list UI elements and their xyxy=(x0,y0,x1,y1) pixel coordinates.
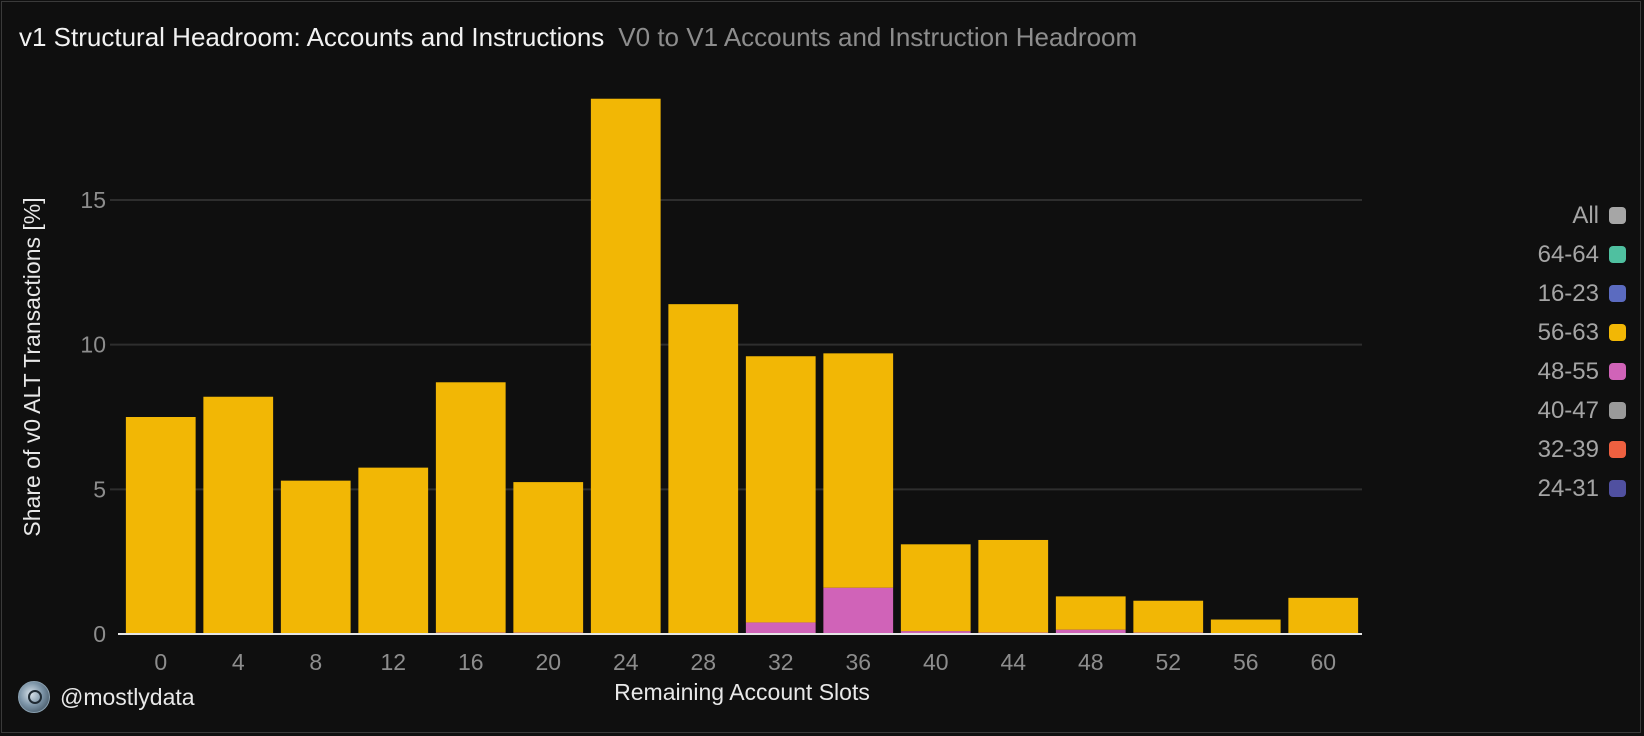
y-tick-label: 10 xyxy=(80,332,106,358)
author-handle: @mostlydata xyxy=(60,683,195,710)
legend-label: 40-47 xyxy=(1537,396,1599,424)
y-tick-label: 15 xyxy=(80,187,106,213)
x-tick-label: 36 xyxy=(845,649,871,675)
x-tick-label: 24 xyxy=(613,649,639,675)
legend-swatch xyxy=(1609,480,1626,497)
bars xyxy=(125,98,1359,634)
bar-56-63-56[interactable] xyxy=(1210,619,1281,634)
legend-item[interactable]: All xyxy=(1572,196,1626,235)
bar-56-63-8[interactable] xyxy=(280,480,351,634)
x-tick-label: 20 xyxy=(535,649,561,675)
attribution: @mostlydata xyxy=(18,681,195,713)
bar-48-55-40[interactable] xyxy=(900,631,971,634)
bar-56-63-44[interactable] xyxy=(978,539,1049,633)
legend-item[interactable]: 16-23 xyxy=(1538,274,1626,313)
x-tick-labels: 0 4 8 12 16 20 24 28 32 36 40 44 48 52 56 60 xyxy=(154,649,1336,675)
x-tick-label: 52 xyxy=(1155,649,1181,675)
legend-swatch xyxy=(1609,363,1626,380)
bar-56-63-36[interactable] xyxy=(823,353,894,588)
legend-label: 32-39 xyxy=(1537,435,1599,463)
y-tick-label: 0 xyxy=(93,621,106,647)
legend: All 64-64 16-23 56-63 48-55 40-47 32-39 24-31 xyxy=(1538,196,1626,508)
y-tick-label: 5 xyxy=(93,476,106,502)
bar-48-55-36[interactable] xyxy=(823,587,894,634)
bar-56-63-16[interactable] xyxy=(435,382,506,633)
bar-56-63-52[interactable] xyxy=(1133,600,1204,633)
legend-label: All xyxy=(1572,201,1599,229)
legend-swatch xyxy=(1609,324,1626,341)
avatar-icon xyxy=(18,681,50,713)
x-tick-label: 12 xyxy=(380,649,406,675)
legend-label: 56-63 xyxy=(1537,318,1599,346)
chart-title: v1 Structural Headroom: Accounts and Ins… xyxy=(19,22,605,52)
x-tick-label: 8 xyxy=(309,649,322,675)
x-tick-label: 4 xyxy=(232,649,245,675)
y-axis-label: Share of v0 ALT Transactions [%] xyxy=(19,197,45,536)
x-tick-label: 40 xyxy=(923,649,949,675)
bar-48-55-32[interactable] xyxy=(745,622,816,634)
legend-item[interactable]: 40-47 xyxy=(1538,391,1626,430)
bar-56-63-32[interactable] xyxy=(745,356,816,623)
chart-header: v1 Structural Headroom: Accounts and Ins… xyxy=(19,22,1137,53)
bar-56-63-4[interactable] xyxy=(203,396,274,634)
legend-label: 16-23 xyxy=(1537,279,1599,307)
bar-56-63-24[interactable] xyxy=(590,98,661,634)
x-tick-label: 60 xyxy=(1310,649,1336,675)
x-tick-label: 16 xyxy=(458,649,484,675)
y-tick-labels: 0 5 10 15 xyxy=(80,187,106,647)
x-axis-label: Remaining Account Slots xyxy=(614,679,870,705)
x-tick-label: 28 xyxy=(690,649,716,675)
x-tick-label: 32 xyxy=(768,649,794,675)
legend-swatch xyxy=(1609,285,1626,302)
legend-label: 24-31 xyxy=(1537,474,1599,502)
legend-item[interactable]: 32-39 xyxy=(1538,430,1626,469)
bar-48-55-48[interactable] xyxy=(1055,629,1126,634)
x-tick-label: 56 xyxy=(1233,649,1259,675)
bar-56-63-0[interactable] xyxy=(125,417,196,634)
legend-label: 64-64 xyxy=(1537,240,1599,268)
x-tick-label: 44 xyxy=(1000,649,1026,675)
legend-swatch xyxy=(1609,402,1626,419)
legend-swatch xyxy=(1609,246,1626,263)
bar-56-63-12[interactable] xyxy=(358,467,429,634)
legend-label: 48-55 xyxy=(1537,357,1599,385)
legend-item[interactable]: 24-31 xyxy=(1538,469,1626,508)
bar-56-63-28[interactable] xyxy=(668,304,739,634)
legend-item[interactable]: 64-64 xyxy=(1538,235,1626,274)
legend-item[interactable]: 48-55 xyxy=(1538,352,1626,391)
bar-56-63-40[interactable] xyxy=(900,544,971,632)
legend-swatch xyxy=(1609,207,1626,224)
bar-56-63-48[interactable] xyxy=(1055,596,1126,630)
x-tick-label: 48 xyxy=(1078,649,1104,675)
bar-56-63-20[interactable] xyxy=(513,482,584,633)
bar-56-63-60[interactable] xyxy=(1288,597,1359,634)
x-tick-label: 0 xyxy=(154,649,167,675)
legend-item[interactable]: 56-63 xyxy=(1538,313,1626,352)
chart-subtitle: V0 to V1 Accounts and Instruction Headro… xyxy=(618,22,1138,52)
legend-swatch xyxy=(1609,441,1626,458)
